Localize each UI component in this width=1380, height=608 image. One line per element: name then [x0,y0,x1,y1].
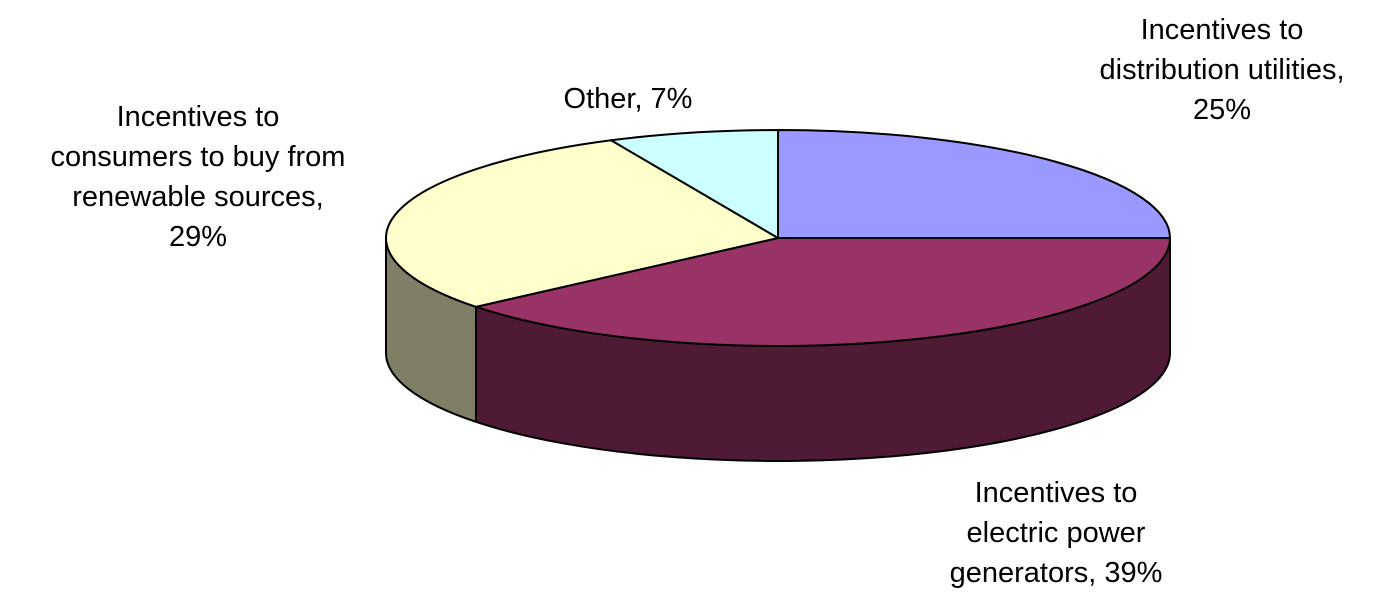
slice-label-line: generators, 39% [950,557,1163,589]
slice-label-line: consumers to buy from [51,141,346,173]
pie-tops [385,129,1171,347]
slice-label-line: Incentives to [975,477,1138,509]
pie-slice-incentives-to-electric-power-generators-39 [474,237,1171,347]
pie-labels: Incentives to distribution utilities, 25%I… [51,14,1345,589]
slice-label-4: Other, 7% [564,83,693,115]
slice-label-line: Other, 7% [564,83,693,115]
pie-slice-incentives-to-distribution-utilities-25 [777,129,1171,239]
slice-label-line: Incentives to [117,101,280,133]
slice-label-line: 25% [1193,94,1251,126]
slice-label-line: distribution utilities, [1100,54,1345,86]
slice-label-line: renewable sources, [72,181,323,213]
slice-label-line: electric power [967,517,1146,549]
slice-label-line: Incentives to [1141,14,1304,46]
slice-label-2: Incentives to electric power generators, 3… [950,477,1163,589]
slice-label-3: Incentives to consumers to buy from renewa… [51,101,346,253]
slice-label-1: Incentives to distribution utilities, 25% [1100,14,1345,126]
pie-slice-other-7 [610,129,779,239]
slice-label-line: 29% [169,221,227,253]
pie-slice-incentives-to-consumers-to-buy-from-renewable-sources-29 [385,139,779,308]
